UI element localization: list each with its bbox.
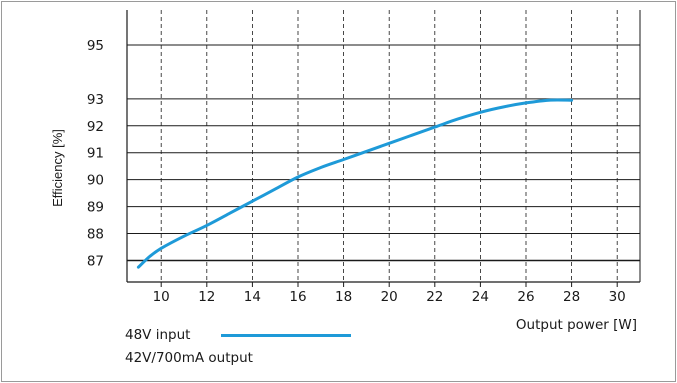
y-axis-label: Efficiency [%] [50, 129, 65, 207]
legend-entry-label: 48V input [125, 327, 191, 343]
legend-line-swatch [221, 334, 351, 337]
x-tick-label: 20 [381, 289, 398, 305]
x-tick-label: 22 [426, 289, 443, 305]
y-tick-labels: 87 88 89 90 91 92 93 95 [87, 38, 104, 269]
y-tick-label: 93 [87, 92, 104, 108]
x-axis-label: Output power [W] [516, 317, 637, 333]
x-tick-labels: 10 12 14 16 18 20 22 24 26 28 30 [153, 289, 626, 305]
axes [126, 10, 641, 287]
grid [127, 10, 640, 282]
series-group [136, 98, 574, 269]
y-tick-label: 90 [87, 173, 104, 189]
y-tick-label: 95 [87, 38, 104, 54]
legend-subtitle: 42V/700mA output [125, 350, 253, 366]
x-tick-label: 12 [198, 289, 215, 305]
y-tick-label: 92 [87, 119, 104, 135]
x-tick-label: 16 [289, 289, 306, 305]
x-tick-label: 14 [244, 289, 261, 305]
x-tick-label: 10 [153, 289, 170, 305]
x-tick-label: 26 [517, 289, 534, 305]
y-tick-label: 91 [87, 146, 104, 162]
x-tick-label: 18 [335, 289, 352, 305]
y-tick-label: 88 [87, 227, 104, 243]
x-tick-label: 24 [472, 289, 489, 305]
y-tick-label: 89 [87, 200, 104, 216]
x-tick-label: 30 [609, 289, 626, 305]
y-tick-label: 87 [87, 253, 104, 269]
x-tick-label: 28 [563, 289, 580, 305]
series-line-48v-input [136, 98, 574, 269]
